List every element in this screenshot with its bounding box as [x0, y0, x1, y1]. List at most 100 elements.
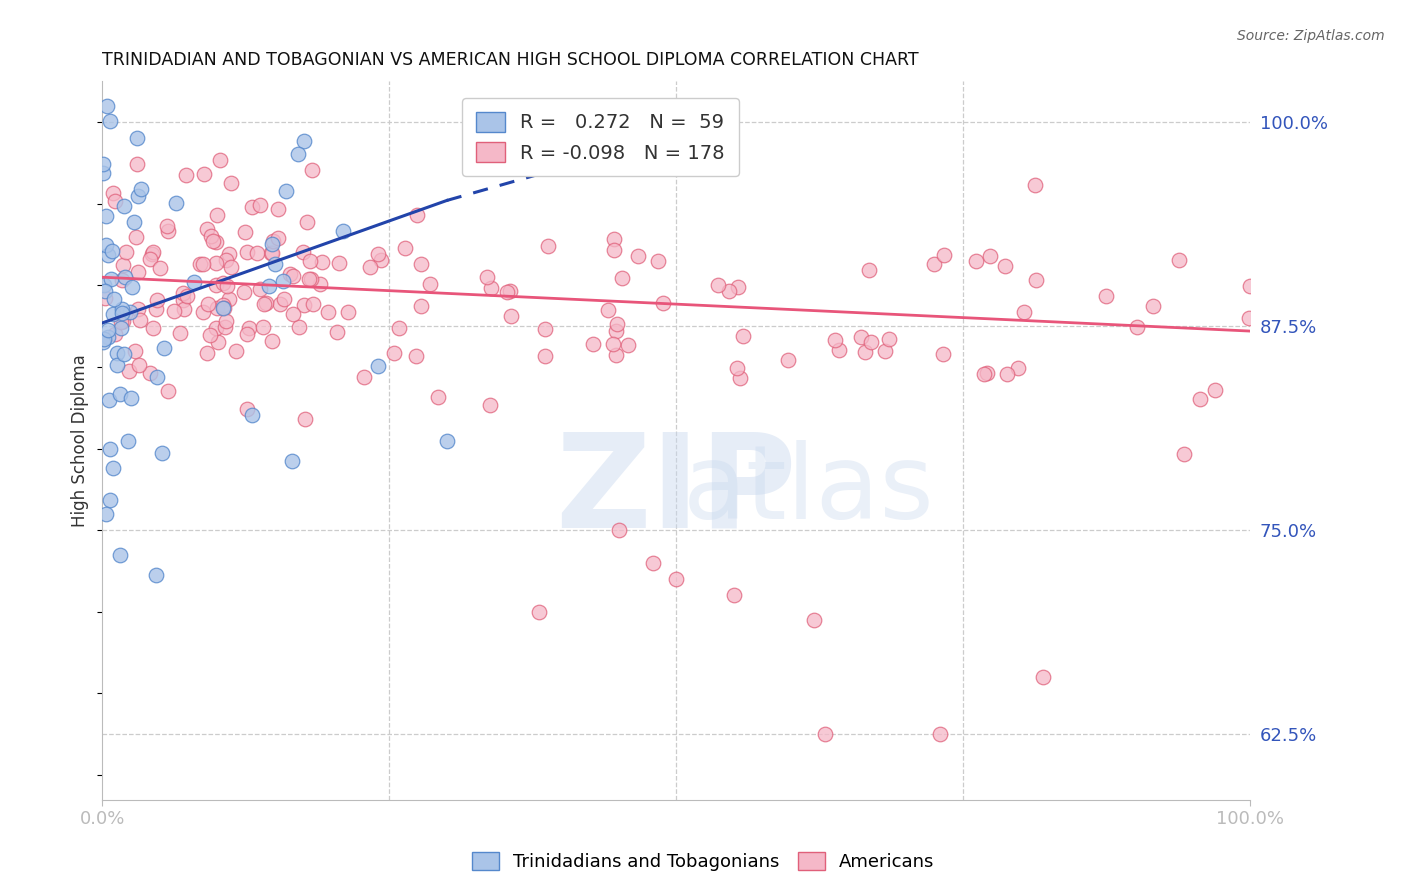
Point	[596, 302, 619, 317]
Point	[536, 239, 558, 253]
Point	[122, 215, 145, 229]
Point	[198, 328, 221, 343]
Point	[994, 259, 1017, 273]
Point	[299, 272, 322, 286]
Point	[156, 224, 179, 238]
Point	[877, 332, 900, 346]
Point	[110, 320, 132, 334]
Point	[191, 257, 214, 271]
Point	[98, 492, 121, 507]
Point	[603, 244, 626, 258]
Point	[101, 307, 124, 321]
Point	[233, 285, 256, 300]
Point	[973, 368, 995, 382]
Point	[153, 341, 176, 355]
Point	[195, 222, 218, 236]
Point	[995, 368, 1018, 382]
Point	[200, 228, 222, 243]
Point	[602, 337, 624, 351]
Text: atlas: atlas	[682, 441, 934, 541]
Point	[93, 278, 115, 293]
Point	[105, 358, 128, 372]
Point	[94, 292, 117, 306]
Point	[145, 370, 167, 384]
Point	[173, 301, 195, 316]
Point	[111, 306, 134, 320]
Point	[225, 344, 247, 359]
Point	[267, 202, 290, 217]
Point	[128, 359, 150, 373]
Point	[205, 255, 228, 269]
Point	[269, 296, 291, 310]
Point	[219, 177, 242, 191]
Point	[246, 246, 269, 260]
Point	[1173, 447, 1195, 461]
Point	[218, 292, 240, 306]
Point	[498, 284, 520, 298]
Point	[110, 315, 132, 329]
Point	[112, 258, 135, 272]
Point	[353, 370, 375, 384]
Point	[253, 297, 276, 311]
Point	[582, 337, 605, 351]
Point	[118, 305, 141, 319]
Point	[495, 285, 517, 299]
Point	[127, 131, 149, 145]
Point	[1142, 299, 1164, 313]
Point	[276, 184, 298, 198]
Point	[316, 305, 339, 319]
Point	[610, 271, 633, 285]
Point	[105, 346, 128, 360]
Point	[803, 613, 825, 627]
Point	[249, 197, 271, 211]
Point	[409, 299, 432, 313]
Point	[114, 307, 136, 321]
Point	[211, 276, 233, 290]
Point	[195, 346, 218, 360]
Point	[124, 343, 146, 358]
Point	[382, 346, 405, 360]
Point	[733, 329, 755, 343]
Point	[91, 166, 114, 180]
Text: TRINIDADIAN AND TOBAGONIAN VS AMERICAN HIGH SCHOOL DIPLOMA CORRELATION CHART: TRINIDADIAN AND TOBAGONIAN VS AMERICAN H…	[103, 51, 920, 69]
Point	[145, 568, 167, 582]
Point	[101, 186, 124, 201]
Point	[172, 293, 194, 307]
Point	[219, 260, 242, 274]
Point	[260, 237, 283, 252]
Point	[149, 261, 172, 276]
Point	[427, 390, 450, 404]
Point	[728, 371, 751, 385]
Point	[859, 335, 882, 350]
Point	[292, 245, 315, 260]
Point	[96, 507, 118, 521]
Point	[527, 605, 550, 619]
Point	[111, 314, 134, 328]
Point	[193, 167, 215, 181]
Point	[278, 267, 301, 281]
Point	[1032, 670, 1054, 684]
Point	[208, 153, 231, 167]
Point	[302, 297, 325, 311]
Point	[283, 268, 305, 283]
Point	[120, 391, 142, 405]
Point	[717, 284, 740, 298]
Point	[406, 208, 429, 222]
Point	[1095, 289, 1118, 303]
Point	[139, 252, 162, 266]
Point	[103, 461, 125, 475]
Point	[112, 199, 135, 213]
Point	[828, 343, 851, 358]
Point	[257, 279, 280, 293]
Point	[96, 238, 118, 252]
Point	[97, 323, 120, 337]
Point	[103, 292, 125, 306]
Point	[108, 548, 131, 562]
Point	[100, 244, 122, 258]
Point	[142, 321, 165, 335]
Point	[409, 256, 432, 270]
Point	[111, 273, 134, 287]
Point	[97, 248, 120, 262]
Point	[207, 335, 229, 350]
Point	[173, 285, 195, 300]
